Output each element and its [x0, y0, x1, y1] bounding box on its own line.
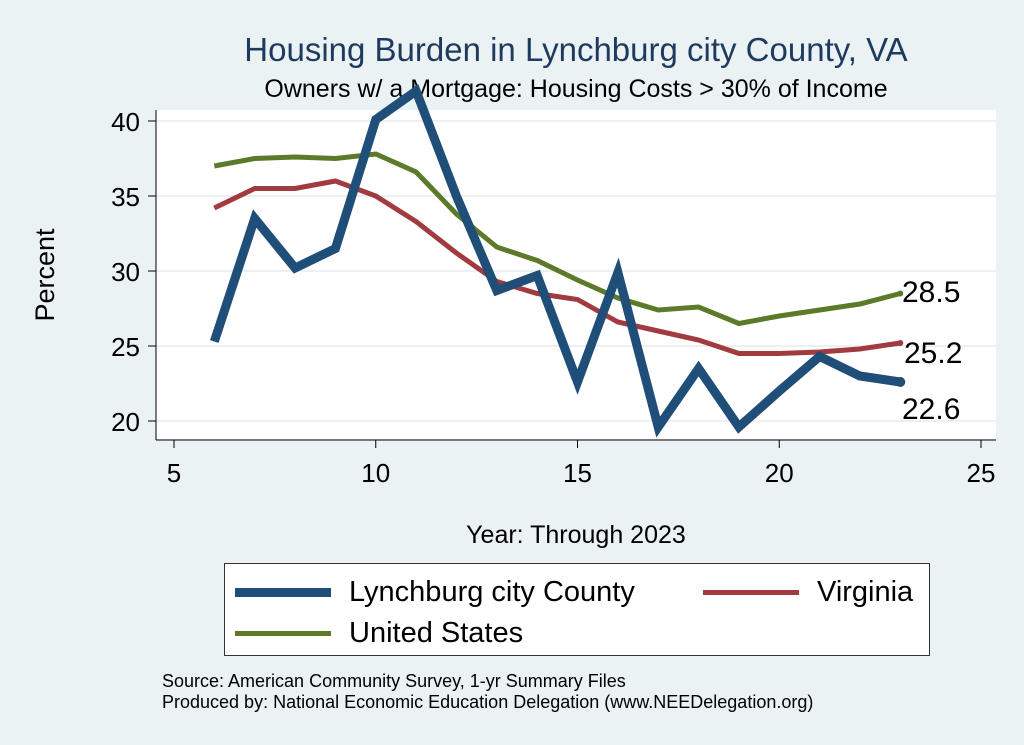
chart-subtitle: Owners w/ a Mortgage: Housing Costs > 30… [264, 75, 887, 103]
y-tick-label: 25 [111, 332, 140, 362]
legend-item-us: United States [235, 617, 523, 650]
legend-label-lynchburg: Lynchburg city County [349, 576, 635, 608]
y-axis-ticks: 20 25 30 35 40 [111, 107, 156, 437]
end-labels: 22.6 25.2 28.5 [902, 276, 962, 426]
legend-swatch-virginia [703, 590, 799, 595]
x-tick-label: 25 [967, 458, 996, 488]
legend-swatch-lynchburg [235, 588, 331, 597]
x-tick-label: 20 [765, 458, 794, 488]
x-axis-ticks: 5 10 15 20 25 [167, 440, 996, 488]
series-lines [210, 83, 906, 438]
source-line-1: Source: American Community Survey, 1-yr … [162, 671, 626, 691]
y-tick-label: 20 [111, 407, 140, 437]
series-line-2 [213, 151, 901, 327]
x-tick-label: 15 [563, 458, 592, 488]
legend-label-us: United States [349, 617, 524, 649]
y-tick-label: 30 [111, 257, 140, 287]
source-line-2: Produced by: National Economic Education… [162, 692, 814, 712]
x-axis-label: Year: Through 2023 [466, 521, 686, 549]
series-line-1 [213, 178, 901, 356]
series-end-point [895, 377, 906, 387]
legend-item-virginia: Virginia [703, 576, 913, 609]
series-end-point [897, 290, 904, 297]
x-tick-label: 5 [167, 458, 181, 488]
x-tick-label: 10 [361, 458, 390, 488]
y-tick-label: 35 [111, 182, 140, 212]
legend-swatch-us [235, 631, 331, 636]
line-chart: Housing Burden in Lynchburg city County,… [30, 31, 996, 549]
series-line-0 [210, 83, 901, 438]
end-label-0: 22.6 [902, 393, 960, 426]
legend-item-lynchburg: Lynchburg city County [235, 576, 635, 609]
end-label-1: 25.2 [904, 337, 962, 370]
source-note: Source: American Community Survey, 1-yr … [162, 671, 813, 713]
y-axis-label: Percent [30, 228, 60, 322]
legend-label-virginia: Virginia [817, 576, 914, 608]
y-tick-label: 40 [111, 107, 140, 137]
legend: Lynchburg city County Virginia United St… [224, 563, 930, 656]
end-label-2: 28.5 [902, 276, 960, 309]
chart-title: Housing Burden in Lynchburg city County,… [244, 31, 907, 68]
series-end-point [897, 340, 904, 346]
